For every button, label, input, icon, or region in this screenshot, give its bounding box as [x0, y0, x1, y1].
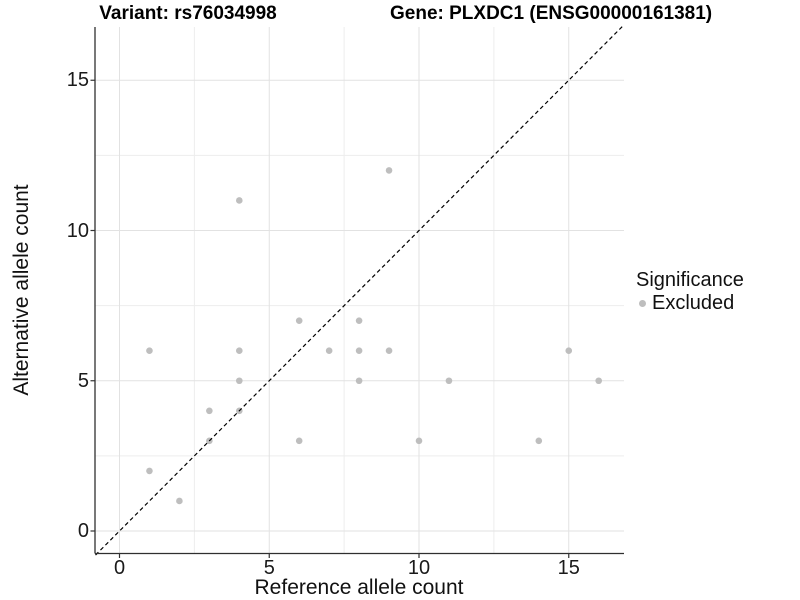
data-point — [565, 347, 573, 355]
x-tick-label: 15 — [557, 557, 580, 579]
variant-title: Variant: rs76034998 — [99, 3, 277, 24]
legend-item-label: Excluded — [652, 292, 735, 314]
data-point — [236, 377, 243, 385]
x-tick-label: 10 — [407, 557, 431, 579]
y-axis-title: Alternative allele count — [10, 184, 33, 396]
data-point — [295, 317, 303, 324]
data-point — [385, 347, 393, 355]
x-tick-label: 5 — [263, 557, 275, 579]
data-point — [415, 437, 423, 445]
data-point — [146, 467, 153, 475]
data-point — [385, 167, 393, 174]
data-point — [355, 317, 363, 324]
x-tick-label: 0 — [113, 557, 126, 579]
data-point — [325, 347, 333, 355]
y-tick-label: 0 — [77, 520, 89, 542]
data-point — [236, 197, 243, 204]
data-point — [236, 347, 243, 355]
gene-title: Gene: PLXDC1 (ENSG00000161381) — [390, 3, 713, 24]
legend-point-swatch — [639, 300, 646, 307]
x-axis-title: Reference allele count — [254, 576, 464, 599]
y-tick-label: 10 — [66, 219, 89, 242]
data-point — [206, 407, 213, 415]
legend-item-excluded: Excluded — [636, 292, 744, 315]
y-tick-label: 15 — [66, 69, 89, 92]
data-point — [146, 347, 153, 355]
legend: Significance Excluded — [636, 269, 744, 315]
legend-title: Significance — [636, 269, 744, 291]
data-point — [355, 347, 363, 355]
data-point — [535, 437, 543, 445]
identity-line — [95, 24, 625, 556]
data-point — [176, 497, 183, 505]
y-tick-label: 5 — [77, 369, 89, 392]
data-point — [445, 377, 453, 385]
data-point — [355, 377, 363, 385]
data-point — [595, 377, 602, 385]
data-point — [295, 437, 303, 445]
